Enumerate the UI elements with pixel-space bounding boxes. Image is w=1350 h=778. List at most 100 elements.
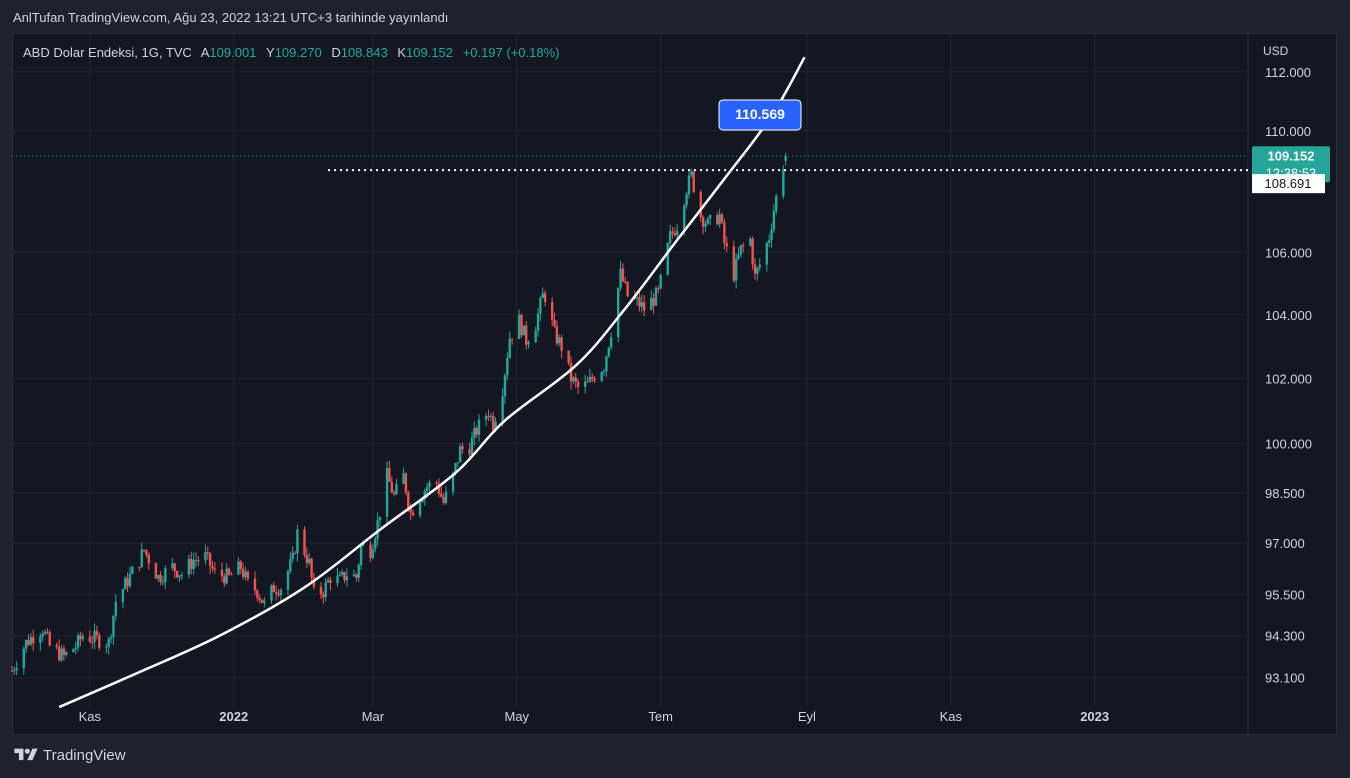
candle-body [43, 631, 47, 634]
y-tick-label: 93.100 [1265, 671, 1305, 686]
candle-body [751, 238, 754, 265]
y-tick-label: 106.000 [1265, 245, 1312, 260]
chart-panel[interactable] [12, 33, 1337, 735]
candle-body [256, 590, 259, 598]
candle-body [437, 483, 441, 494]
candle-body [690, 171, 693, 176]
candle-body [13, 670, 16, 672]
candle-body [93, 630, 96, 642]
candle-body [79, 635, 82, 640]
candle-body [652, 298, 655, 306]
candle-body [128, 573, 132, 587]
y-tick-label: 98.500 [1265, 486, 1305, 501]
candle-body [503, 375, 507, 397]
candle-body [591, 376, 594, 379]
open-value: 109.001 [209, 45, 257, 60]
last-price-tag [1252, 146, 1330, 183]
candle-body [586, 381, 589, 383]
candle-body [609, 337, 613, 348]
candle-body [720, 214, 724, 223]
candle-body [522, 325, 526, 336]
candle-body [593, 378, 596, 381]
candle-body [286, 571, 290, 590]
candle-body [376, 520, 379, 539]
candle-body [506, 358, 509, 376]
candle-body [435, 482, 438, 484]
brand-name[interactable]: TradingView [43, 746, 126, 764]
x-tick-label: 2022 [219, 709, 248, 724]
candle-body [607, 347, 610, 357]
legend: ABD Dolar Endeksi, 1G, TVC A109.001 Y109… [23, 45, 560, 60]
grid [12, 34, 1249, 735]
candle-body [336, 575, 339, 584]
candle-body [784, 156, 787, 161]
candle-body [675, 230, 679, 236]
candle-body [46, 631, 49, 633]
candle-body [319, 586, 323, 595]
change-value: +0.197 (+0.18%) [462, 45, 560, 60]
candle-body [390, 481, 393, 493]
tradingview-logo-icon[interactable] [13, 746, 39, 764]
x-tick-label: Kas [79, 709, 102, 724]
candle-body [65, 652, 68, 655]
candle-body [208, 552, 212, 567]
candle-body [716, 215, 719, 225]
candle-body [558, 337, 561, 344]
candle-body [489, 415, 493, 417]
candle-body [473, 428, 476, 438]
x-tick-label: Mar [362, 709, 385, 724]
candle-body [527, 342, 530, 345]
candle-body [310, 558, 313, 578]
candle-body [732, 246, 735, 281]
x-tick-label: Tem [648, 709, 673, 724]
candle-body [258, 597, 261, 600]
candle-body [76, 635, 80, 648]
candle-body [621, 268, 625, 282]
candle-body [239, 561, 243, 569]
candle-body [468, 449, 471, 455]
candle-body [291, 552, 294, 560]
candle-body [192, 560, 195, 570]
candle-body [124, 578, 127, 590]
candle-body [190, 558, 193, 570]
candle-body [640, 302, 643, 307]
candle-body [338, 574, 342, 576]
candle-body [475, 428, 478, 435]
candle-body [666, 243, 669, 275]
candle-body [322, 594, 325, 598]
y-tick-label: 112.000 [1265, 65, 1311, 80]
candle-body [668, 231, 672, 244]
symbol-name[interactable]: ABD Dolar Endeksi, 1G, TVC [23, 45, 192, 60]
candle-body [279, 589, 283, 596]
candle-body [341, 571, 344, 575]
candle-body [723, 222, 726, 243]
candle-body [173, 563, 176, 571]
candle-body [683, 205, 686, 231]
candle-body [767, 240, 771, 243]
candle-body [534, 330, 537, 343]
candle-body [204, 552, 207, 561]
candle-body [263, 600, 266, 603]
candle-body [659, 274, 662, 289]
candle-body [517, 315, 521, 339]
candle-body [272, 585, 276, 592]
candle-body [602, 371, 606, 373]
candle-body [145, 550, 148, 555]
candle-body [576, 381, 580, 388]
curve-value-text: 110.569 [735, 106, 785, 122]
candle-body [345, 576, 349, 581]
candle-body [569, 362, 573, 382]
x-axis: Kas 2022 Mar May Tem Eyl Kas 2023 [79, 709, 1110, 724]
candle-body [704, 223, 707, 227]
candle-body [442, 496, 445, 503]
y-tick-label: 95.500 [1265, 587, 1305, 602]
candle-body [57, 646, 61, 661]
footer: TradingView [13, 746, 126, 764]
candle-body [673, 233, 677, 236]
candle-body [140, 549, 143, 567]
candle-body [308, 558, 311, 564]
candle-body [246, 571, 250, 579]
candle-body [32, 637, 35, 644]
candle-body [326, 579, 330, 583]
